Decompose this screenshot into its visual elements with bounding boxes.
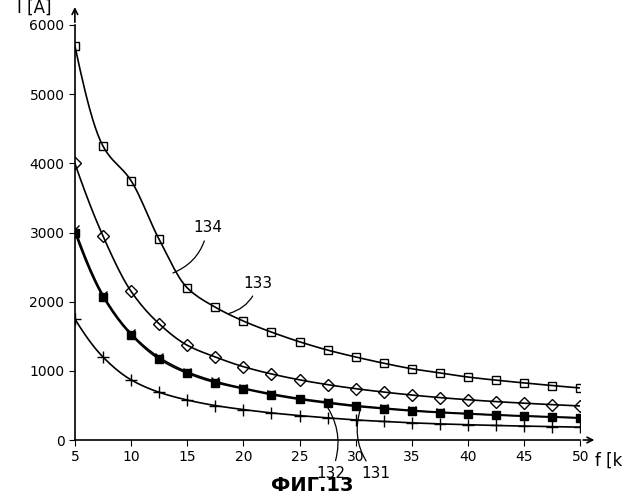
Text: 132: 132 bbox=[316, 402, 345, 481]
Text: ФИГ.13: ФИГ.13 bbox=[271, 476, 353, 495]
Text: I [A]: I [A] bbox=[17, 0, 52, 16]
Text: 131: 131 bbox=[357, 409, 390, 481]
Text: 133: 133 bbox=[229, 276, 273, 314]
Text: f [kHz]: f [kHz] bbox=[595, 452, 624, 470]
Text: 134: 134 bbox=[173, 220, 222, 273]
